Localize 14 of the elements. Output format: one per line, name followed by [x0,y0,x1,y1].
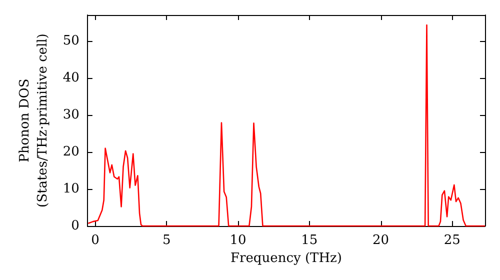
x-tick-label: 20 [372,233,390,248]
x-tick-label: 0 [91,233,100,248]
y-tick-label: 40 [62,70,80,86]
y-tick-label: 10 [62,181,80,196]
y-tick-label: 20 [62,144,80,160]
x-tick-label: 5 [162,233,171,248]
y-tick-label: 0 [71,218,80,234]
x-tick-label: 15 [301,233,318,248]
y-tick-label: 50 [62,33,80,48]
y-axis-title: Phonon DOS (States/THz·primitive cell) [18,33,50,208]
x-tick-label: 25 [444,233,460,248]
x-axis-title: Frequency (THz) [230,250,342,266]
y-tick-label: 30 [62,107,80,122]
x-tick-label: 10 [230,233,246,248]
